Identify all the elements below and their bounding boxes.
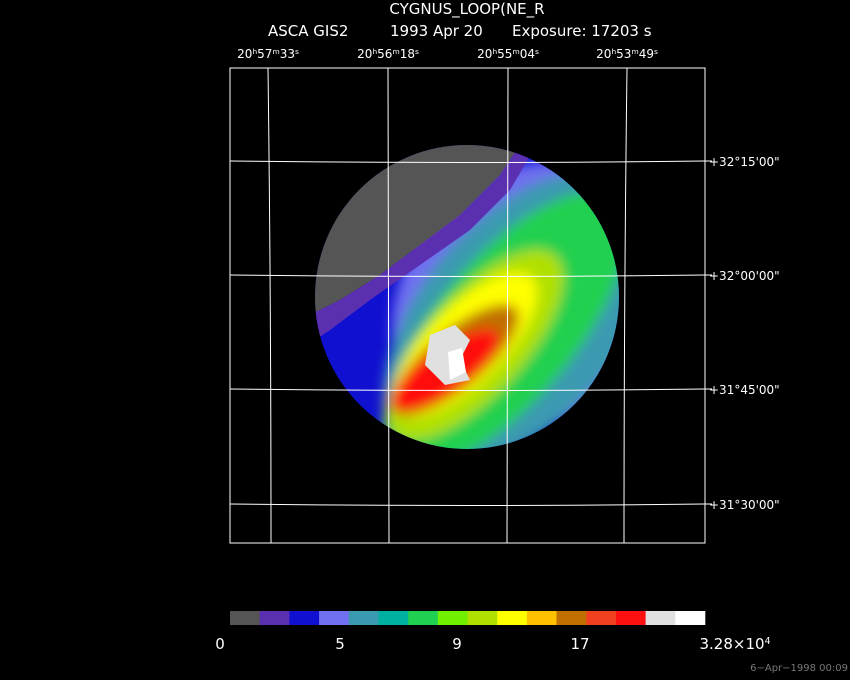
label-part: 20 — [596, 47, 611, 61]
colorbar-cell — [289, 611, 320, 625]
label: 3.28×104 — [700, 635, 771, 653]
colorbar-cell — [675, 611, 706, 625]
label-part: 57 — [257, 47, 272, 61]
ra-grid-line — [387, 67, 390, 544]
colorbar-cell — [408, 611, 439, 625]
dec-grid-line — [229, 388, 706, 391]
colorbar-cell — [378, 611, 409, 625]
obs-date: 1993 Apr 20 — [390, 22, 483, 40]
colorbar — [230, 611, 706, 625]
label-part: 55 — [497, 47, 512, 61]
instrument: ASCA GIS2 — [268, 22, 348, 40]
ra-grid-line — [623, 67, 628, 544]
label-part: 18 — [400, 47, 415, 61]
colorbar-cell — [645, 611, 676, 625]
colorbar-cell — [348, 611, 379, 625]
label: 17 — [570, 635, 589, 653]
ra-grid-line — [267, 67, 272, 544]
colorbar-cell — [526, 611, 557, 625]
label: 5 — [335, 635, 345, 653]
colorbar-cell — [586, 611, 617, 625]
label-part: 17 — [570, 635, 589, 653]
label-part: 20 — [357, 47, 372, 61]
colorbar-cell — [319, 611, 350, 625]
superscript: h — [252, 47, 257, 56]
label-part: 9 — [452, 635, 462, 653]
label-part: 49 — [639, 47, 654, 61]
exposure: Exposure: 17203 s — [512, 22, 652, 40]
label: 20h55m04s — [477, 47, 539, 61]
superscript: m — [512, 47, 519, 56]
label-part: 33 — [280, 47, 295, 61]
dec-label: +32°00'00" — [709, 269, 780, 283]
colorbar-cell — [615, 611, 646, 625]
label-part: 5 — [335, 635, 345, 653]
superscript: s — [415, 47, 419, 56]
dec-label: +31°45'00" — [709, 383, 780, 397]
superscript: s — [535, 47, 539, 56]
dec-grid-line — [229, 160, 706, 163]
superscript: m — [272, 47, 279, 56]
label-part: 56 — [377, 47, 392, 61]
label-part: 20 — [237, 47, 252, 61]
dec-grid-line — [229, 274, 706, 277]
superscript: s — [295, 47, 299, 56]
colorbar-cell — [259, 611, 290, 625]
colorbar-cell — [556, 611, 587, 625]
label: 20h53m49s — [596, 47, 658, 61]
superscript: m — [631, 47, 638, 56]
superscript: h — [492, 47, 497, 56]
label: 20h57m33s — [237, 47, 299, 61]
label: 20h56m18s — [357, 47, 419, 61]
label-part: 0 — [215, 635, 225, 653]
colorbar-cell — [497, 611, 528, 625]
label-part: 3.28×10 — [700, 635, 765, 653]
image — [315, 145, 619, 449]
label-part: 04 — [520, 47, 535, 61]
superscript: m — [392, 47, 399, 56]
superscript: h — [611, 47, 616, 56]
colorbar-cell — [230, 611, 260, 625]
superscript: 4 — [765, 636, 771, 647]
title: CYGNUS_LOOP(NE_R — [389, 0, 544, 19]
superscript: s — [654, 47, 658, 56]
dec-label: +31°30'00" — [709, 498, 780, 512]
grid — [229, 67, 712, 544]
dec-label: +32°15'00" — [709, 155, 780, 169]
colorbar-cell — [437, 611, 468, 625]
timestamp: 6−Apr−1998 00:09 — [750, 663, 848, 674]
ra-grid-line — [506, 67, 509, 544]
label-part: 20 — [477, 47, 492, 61]
label: 9 — [452, 635, 462, 653]
label-part: 53 — [616, 47, 631, 61]
colorbar-cell — [467, 611, 498, 625]
label: 0 — [215, 635, 225, 653]
superscript: h — [372, 47, 377, 56]
dec-grid-line — [229, 503, 706, 506]
